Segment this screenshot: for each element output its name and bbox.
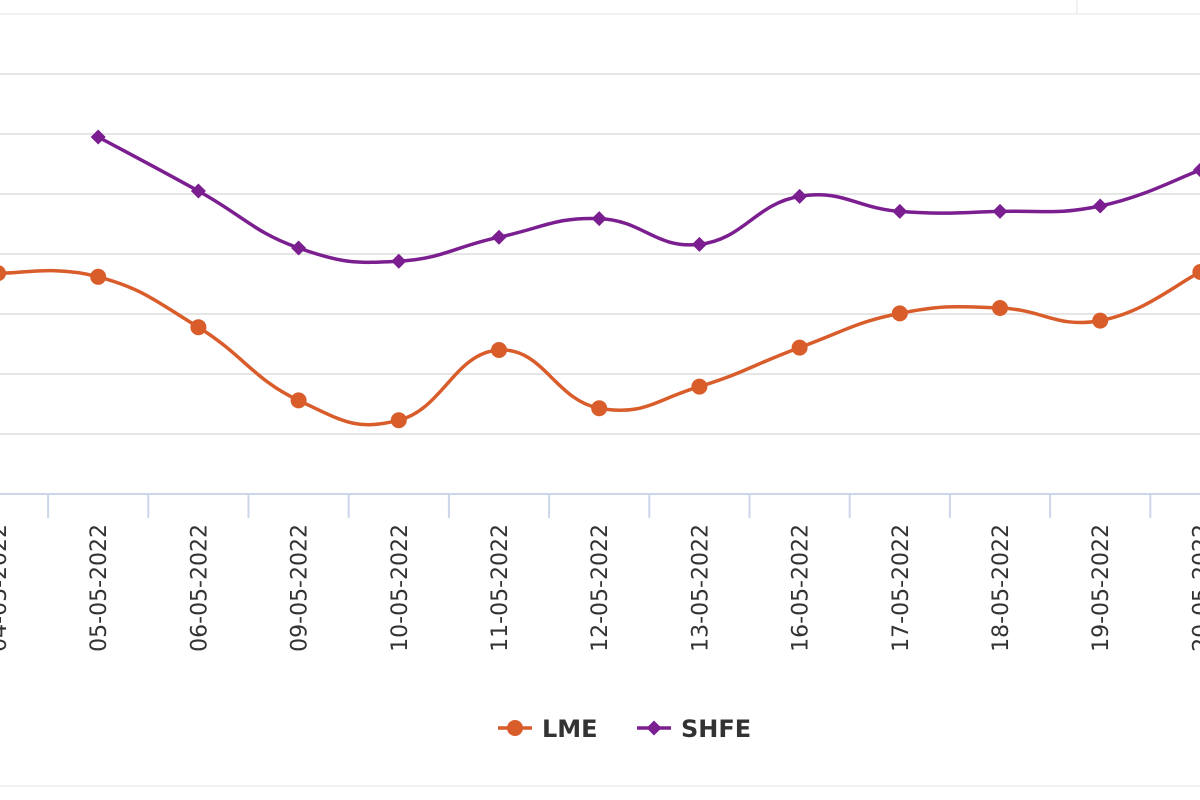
x-tick-label: 18-05-2022 [989,524,1014,652]
gridlines [0,73,1200,435]
data-point-lme[interactable] [190,319,207,336]
data-point-shfe[interactable] [90,129,106,145]
data-point-lme[interactable] [90,268,107,285]
x-tick-label: 12-05-2022 [588,524,613,652]
legend-marker-lme[interactable] [507,720,523,736]
legend-item-lme[interactable]: LME [498,715,598,743]
data-point-shfe[interactable] [1092,198,1108,214]
data-point-lme[interactable] [992,300,1008,316]
series-shfe [90,129,1200,269]
data-point-lme[interactable] [1192,264,1200,280]
legend-label-lme: LME [542,715,598,743]
data-point-lme[interactable] [390,412,407,429]
data-point-shfe[interactable] [491,229,507,245]
data-point-shfe[interactable] [591,211,607,227]
data-point-shfe[interactable] [992,203,1008,219]
x-tick-label: 09-05-2022 [288,524,313,652]
series-lme [0,264,1200,429]
data-point-lme[interactable] [491,342,507,358]
x-tick-label: 04-05-2022 [0,524,12,652]
data-point-lme[interactable] [691,378,708,395]
legend-marker-shfe[interactable] [646,720,662,736]
data-point-lme[interactable] [290,392,307,409]
data-point-shfe[interactable] [792,188,808,204]
series-layer [0,129,1200,429]
x-tick-label: 20-05-2022 [1189,524,1200,652]
data-point-shfe[interactable] [190,183,206,199]
legend-item-shfe[interactable]: SHFE [637,715,751,743]
data-point-lme[interactable] [1092,312,1109,329]
data-point-lme[interactable] [0,265,6,281]
data-point-lme[interactable] [791,339,808,356]
legend: LME SHFE [498,715,751,743]
x-tick-label: 13-05-2022 [688,524,713,652]
x-tick-label: 06-05-2022 [187,524,212,652]
data-point-shfe[interactable] [691,236,707,252]
x-tick-label: 16-05-2022 [789,524,814,652]
legend-label-shfe: SHFE [681,715,751,743]
data-point-lme[interactable] [591,400,608,417]
x-tick-label: 05-05-2022 [87,524,112,652]
x-axis: 04-05-2022 05-05-2022 06-05-2022 09-05-2022… [0,493,1200,652]
data-point-shfe[interactable] [892,203,908,219]
series-line-shfe [96,135,1200,265]
x-tick-label: 11-05-2022 [488,524,513,652]
x-tick-label: 17-05-2022 [889,524,914,652]
x-tick-label: 10-05-2022 [388,524,413,652]
data-point-shfe[interactable] [291,240,307,256]
data-point-lme[interactable] [891,305,908,322]
data-point-shfe[interactable] [1192,162,1200,178]
data-point-shfe[interactable] [391,253,407,269]
x-tick-label: 19-05-2022 [1089,524,1114,652]
